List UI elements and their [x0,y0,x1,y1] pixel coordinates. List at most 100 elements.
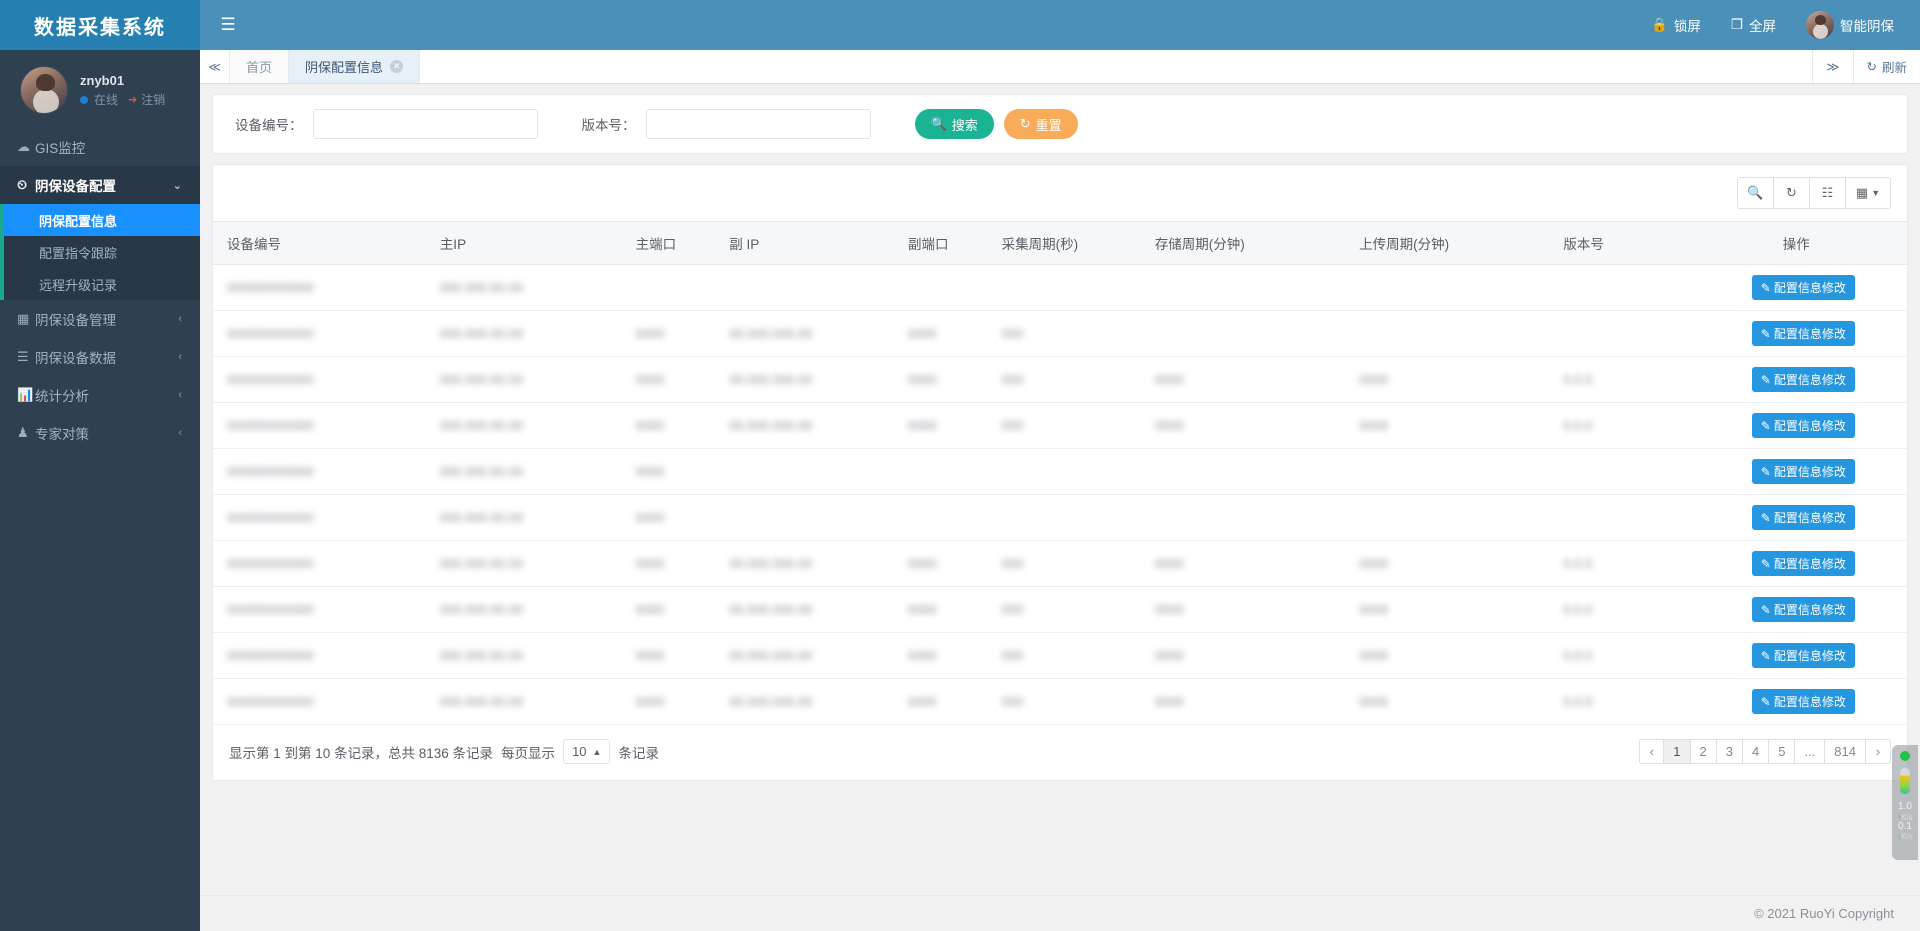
cell-value: 000000000000 [227,372,314,387]
network-speed-widget[interactable]: 1.0 ↑K/s 0.1 ↓K/s [1892,745,1918,860]
edit-config-button[interactable]: ✎ 配置信息修改 [1751,459,1855,484]
table-cell [715,494,894,541]
fullscreen-button[interactable]: ❐ 全屏 [1731,15,1776,35]
refresh-icon: ↻ [1019,116,1031,131]
reset-button[interactable]: ↻ 重置 [1003,109,1078,139]
col-device-no[interactable]: 设备编号 [213,221,426,265]
edit-config-button[interactable]: ✎ 配置信息修改 [1751,551,1855,576]
columns-icon[interactable]: ▦ ▼ [1855,185,1881,200]
col-store-cycle[interactable]: 存储周期(分钟) [1140,221,1346,265]
upload-speed-unit: K/s [1901,812,1913,822]
table-row[interactable]: 000000000000 000.000.00.00 ✎ 配置信息修改 [213,264,1907,311]
edit-config-button[interactable]: ✎ 配置信息修改 [1751,275,1855,300]
pagination-page-3[interactable]: 3 [1716,740,1743,763]
table-row[interactable]: 000000000000 000.000.00.00 0000 00.000.000.… [213,310,1907,357]
col-sub-port[interactable]: 副端口 [893,221,988,265]
logout-label[interactable]: 注销 [141,92,166,107]
double-chevron-left-icon[interactable]: ≪ [200,50,230,83]
col-version[interactable]: 版本号 [1549,221,1686,265]
page-size-value: 10 [572,744,587,759]
pagination-page-1[interactable]: 1 [1664,740,1691,763]
edit-config-button[interactable]: ✎ 配置信息修改 [1751,689,1855,714]
logout-icon[interactable]: ➜ [128,93,138,106]
edit-config-button[interactable]: ✎ 配置信息修改 [1751,505,1855,530]
device-no-input[interactable] [312,109,538,139]
sidebar-item-device-manage[interactable]: ▦ 阴保设备管理 ‹ [0,300,200,338]
fullscreen-label: 全屏 [1749,19,1776,34]
search-icon[interactable]: 🔍 [1738,178,1774,208]
sidebar-item-device-config[interactable]: ⏲ 阴保设备配置 ⌄ 阴保配置信息 配置指令跟踪 远程升级记录 [0,166,200,300]
pagination-next[interactable]: › [1866,740,1890,763]
user-menu[interactable]: 智能阴保 [1806,11,1894,39]
table-cell: 0.0.0 [1549,356,1686,403]
sidebar-item-device-data[interactable]: ☰ 阴保设备数据 ‹ [0,338,200,376]
edit-config-button[interactable]: ✎ 配置信息修改 [1751,597,1855,622]
pager-info: 显示第 1 到第 10 条记录，总共 8136 条记录 每页显示 10 ▲ 条记… [229,739,659,764]
tab-config-info[interactable]: 阴保配置信息 ✕ [289,50,421,83]
pagination-page-4[interactable]: 4 [1742,740,1770,763]
list-view-icon[interactable]: ☷ [1810,178,1846,208]
cell-value: 0.0.0 [1563,372,1593,387]
table-row[interactable]: 000000000000 000.000.00.00 0000 00.000.000.… [213,678,1907,725]
sidebar-item-gis[interactable]: ☁ GIS监控 [0,128,200,166]
sidebar-subitem-config-info[interactable]: 阴保配置信息 [0,204,200,236]
cell-value: 000000000000 [227,648,314,663]
cell-value: 000.000.00.00 [439,694,523,709]
pagination-page-5[interactable]: 5 [1769,740,1796,763]
tab-home[interactable]: 首页 [230,50,290,83]
id-card-icon: ▦ [17,311,30,326]
edit-config-label: 配置信息修改 [1773,419,1846,433]
version-input[interactable] [645,109,871,139]
lock-screen-button[interactable]: 🔒 锁屏 [1651,15,1701,35]
sidebar-subitem-command-trace[interactable]: 配置指令跟踪 [39,245,118,261]
hamburger-icon[interactable]: ☰ [220,15,236,34]
edit-config-button[interactable]: ✎ 配置信息修改 [1751,367,1855,392]
table-cell [715,448,894,495]
table-cell: 000.000.00.00 [425,310,622,357]
col-sub-ip[interactable]: 副 IP [715,221,894,265]
table-row[interactable]: 000000000000 000.000.00.00 0000 00.000.000.… [213,586,1907,633]
table-cell: 0000 [1140,540,1346,587]
search-button[interactable]: 🔍 搜索 [914,109,994,139]
pagination-prev[interactable]: ‹ [1640,740,1665,763]
cell-value: 00.000.000.00 [729,602,813,617]
sidebar-subitem-upgrade-log[interactable]: 远程升级记录 [39,277,118,293]
sidebar-item-expert[interactable]: ♟ 专家对策 ‹ [0,414,200,452]
table-cell [987,448,1141,495]
table-cell: 0.0.0 [1549,632,1686,679]
table-row[interactable]: 000000000000 000.000.00.00 0000 00.000.000.… [213,356,1907,403]
refresh-button[interactable]: ↻ 刷新 [1852,50,1920,83]
refresh-icon[interactable]: ↻ [1774,178,1810,208]
page-size-select[interactable]: 10 ▲ [563,739,611,764]
table-row[interactable]: 000000000000 000.000.00.00 0000 ✎ 配置信息修改 [213,494,1907,541]
edit-config-button[interactable]: ✎ 配置信息修改 [1751,321,1855,346]
pagination-ellipsis[interactable]: ... [1795,740,1826,763]
chevron-up-icon: ▲ [592,746,602,757]
table-body: 000000000000 000.000.00.00 ✎ 配置信息修改 00000000… [213,264,1907,725]
per-page-suffix: 条记录 [618,745,659,761]
table-row[interactable]: 000000000000 000.000.00.00 0000 ✎ 配置信息修改 [213,448,1907,495]
table-row[interactable]: 000000000000 000.000.00.00 0000 00.000.000.… [213,632,1907,679]
edit-config-button[interactable]: ✎ 配置信息修改 [1751,413,1855,438]
table-row[interactable]: 000000000000 000.000.00.00 0000 00.000.000.… [213,540,1907,587]
col-collect-cycle[interactable]: 采集周期(秒) [987,221,1141,265]
cell-value: 000000000000 [227,510,314,525]
table-cell: 000.000.00.00 [425,632,622,679]
cell-value: 000000000000 [227,556,314,571]
device-no-label: 设备编号： [235,118,303,133]
edit-config-button[interactable]: ✎ 配置信息修改 [1751,643,1855,668]
edit-icon: ✎ [1760,694,1771,709]
sidebar-subnav: 阴保配置信息 配置指令跟踪 远程升级记录 [0,204,200,300]
table-cell-operation: ✎ 配置信息修改 [1685,448,1907,495]
close-icon[interactable]: ✕ [390,60,404,73]
pagination-page-2[interactable]: 2 [1690,740,1717,763]
sidebar-item-statistics[interactable]: 📊 统计分析 ‹ [0,376,200,414]
refresh-label: 刷新 [1881,61,1907,75]
col-upload-cycle[interactable]: 上传周期(分钟) [1345,221,1550,265]
double-chevron-right-icon[interactable]: ≫ [1812,50,1852,83]
col-main-port[interactable]: 主端口 [621,221,716,265]
table-cell: 000 [987,678,1141,725]
pagination-page-814[interactable]: 814 [1825,740,1866,763]
table-row[interactable]: 000000000000 000.000.00.00 0000 00.000.000.… [213,402,1907,449]
col-main-ip[interactable]: 主IP [425,221,622,265]
